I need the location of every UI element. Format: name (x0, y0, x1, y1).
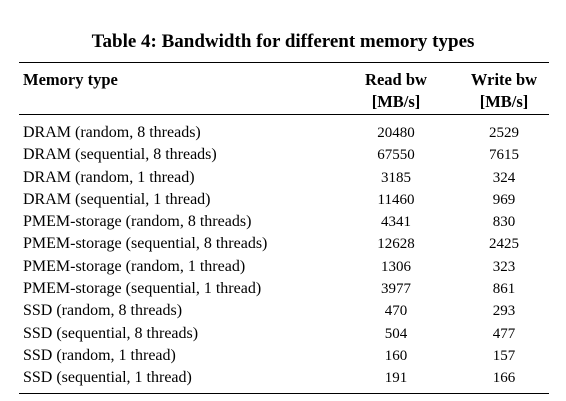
header-read-bw-label: Read bw (365, 70, 427, 89)
cell-read-bw: 3185 (381, 169, 411, 186)
table-row: PMEM-storage (sequential, 1 thread) 3977… (0, 278, 566, 300)
cell-memory-type: SSD (random, 1 thread) (23, 346, 176, 364)
cell-memory-type: SSD (sequential, 8 threads) (23, 324, 199, 342)
table-body: DRAM (random, 8 threads) 20480 2529 DRAM… (0, 122, 566, 390)
cell-read-bw: 191 (384, 370, 408, 387)
cell-read-bw: 12628 (377, 236, 415, 253)
cell-write-bw: 7615 (489, 147, 519, 164)
cell-memory-type: DRAM (sequential, 1 thread) (23, 190, 211, 208)
header-write-bw-label: Write bw (470, 70, 538, 89)
table-caption: Table 4: Bandwidth for different memory … (91, 31, 475, 52)
cell-memory-type: PMEM-storage (random, 1 thread) (23, 257, 246, 275)
table-row: DRAM (sequential, 8 threads) 67550 7615 (0, 144, 566, 166)
cell-write-bw: 324 (492, 169, 516, 186)
cell-memory-type: PMEM-storage (sequential, 1 thread) (23, 280, 262, 298)
cell-write-bw: 969 (492, 191, 516, 208)
bottom-rule (19, 393, 549, 395)
cell-write-bw: 861 (492, 281, 516, 298)
cell-write-bw: 157 (492, 347, 516, 364)
header-rule (19, 114, 549, 115)
cell-memory-type: SSD (random, 8 threads) (23, 302, 183, 320)
top-rule (19, 62, 549, 64)
cell-memory-type: PMEM-storage (random, 8 threads) (23, 213, 252, 231)
cell-read-bw: 470 (384, 303, 408, 320)
cell-memory-type: SSD (sequential, 1 thread) (23, 369, 192, 387)
cell-write-bw: 2529 (489, 125, 519, 141)
header-write-bw-unit: [MB/s] (479, 92, 529, 111)
cell-read-bw: 160 (384, 347, 408, 364)
table-row: PMEM-storage (random, 8 threads) 4341 83… (0, 211, 566, 233)
cell-read-bw: 504 (384, 325, 408, 342)
table-row: SSD (sequential, 8 threads) 504 477 (0, 323, 566, 345)
header-memory-type: Memory type (23, 70, 118, 89)
cell-write-bw: 2425 (489, 236, 519, 253)
cell-write-bw: 477 (492, 325, 516, 342)
table-row: PMEM-storage (random, 1 thread) 1306 323 (0, 256, 566, 278)
cell-memory-type: PMEM-storage (sequential, 8 threads) (23, 235, 268, 253)
header-read-bw: Read bw [MB/s] (346, 69, 446, 113)
cell-write-bw: 323 (492, 258, 516, 275)
table-row: SSD (random, 8 threads) 470 293 (0, 300, 566, 322)
table-row: DRAM (random, 1 thread) 3185 324 (0, 167, 566, 189)
cell-read-bw: 4341 (381, 214, 411, 231)
cell-write-bw: 166 (492, 370, 516, 387)
cell-memory-type: DRAM (sequential, 8 threads) (23, 146, 217, 164)
cell-memory-type: DRAM (random, 8 threads) (23, 124, 201, 141)
cell-read-bw: 11460 (377, 191, 415, 208)
header-read-bw-unit: [MB/s] (371, 92, 421, 111)
cell-read-bw: 1306 (381, 258, 411, 275)
table-row: SSD (sequential, 1 thread) 191 166 (0, 367, 566, 389)
cell-write-bw: 830 (492, 214, 516, 231)
table-row: DRAM (sequential, 1 thread) 11460 969 (0, 189, 566, 211)
cell-read-bw: 20480 (377, 125, 415, 141)
table-row: PMEM-storage (sequential, 8 threads) 126… (0, 233, 566, 255)
table-row: DRAM (random, 8 threads) 20480 2529 (0, 122, 566, 144)
cell-read-bw: 67550 (377, 147, 415, 164)
cell-write-bw: 293 (492, 303, 516, 320)
table-row: SSD (random, 1 thread) 160 157 (0, 345, 566, 367)
cell-read-bw: 3977 (381, 281, 411, 298)
cell-memory-type: DRAM (random, 1 thread) (23, 168, 195, 186)
header-write-bw: Write bw [MB/s] (452, 69, 556, 113)
